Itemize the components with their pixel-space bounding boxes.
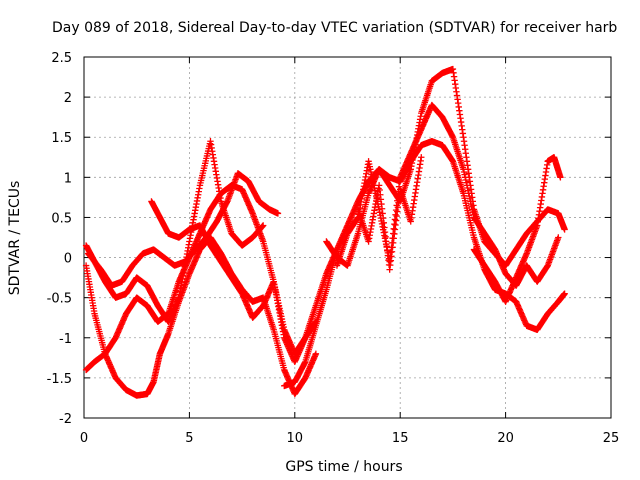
y-tick-label: -2 <box>59 412 72 427</box>
data-point <box>418 154 425 161</box>
x-axis-label: GPS time / hours <box>285 459 402 475</box>
y-tick-labels: -2 -1.5 -1 -0.5 0 0.5 1 1.5 2 2.5 <box>47 51 72 427</box>
y-tick-label: 0.5 <box>51 211 72 226</box>
series-track-d <box>85 170 282 289</box>
x-tick-label: 15 <box>392 431 409 446</box>
x-tick-label: 25 <box>603 431 620 446</box>
data-point <box>557 174 564 181</box>
y-tick-label: 2.5 <box>51 51 72 66</box>
x-tick-labels: 0 5 10 15 20 25 <box>80 431 619 446</box>
x-tick-label: 20 <box>497 431 514 446</box>
y-tick-label: 1.5 <box>51 131 72 146</box>
y-tick-label: 0 <box>64 252 72 267</box>
x-tick-label: 5 <box>185 431 193 446</box>
chart-title: Day 089 of 2018, Sidereal Day-to-day VTE… <box>52 20 617 36</box>
x-tick-label: 0 <box>80 431 88 446</box>
data-point <box>274 210 282 217</box>
data-point <box>555 234 562 241</box>
data-point <box>259 222 267 229</box>
data-point <box>312 350 320 358</box>
series-track-a <box>82 234 320 399</box>
series-track-i <box>470 154 564 305</box>
y-tick-label: -1 <box>59 332 72 347</box>
data-points <box>82 65 568 399</box>
x-tick-label: 10 <box>287 431 304 446</box>
data-point <box>561 290 568 297</box>
y-tick-label: 1 <box>64 171 72 186</box>
series-track-j <box>354 154 425 273</box>
series-track-f <box>281 138 568 390</box>
data-point <box>561 226 568 233</box>
y-tick-label: 2 <box>64 91 72 106</box>
y-tick-label: -1.5 <box>47 372 72 387</box>
axis-ticks <box>83 56 612 419</box>
series-track-e <box>148 198 320 366</box>
plot-frame <box>83 56 612 419</box>
y-axis-label: SDTVAR / TECUs <box>7 181 23 296</box>
y-tick-label: -0.5 <box>47 292 72 307</box>
